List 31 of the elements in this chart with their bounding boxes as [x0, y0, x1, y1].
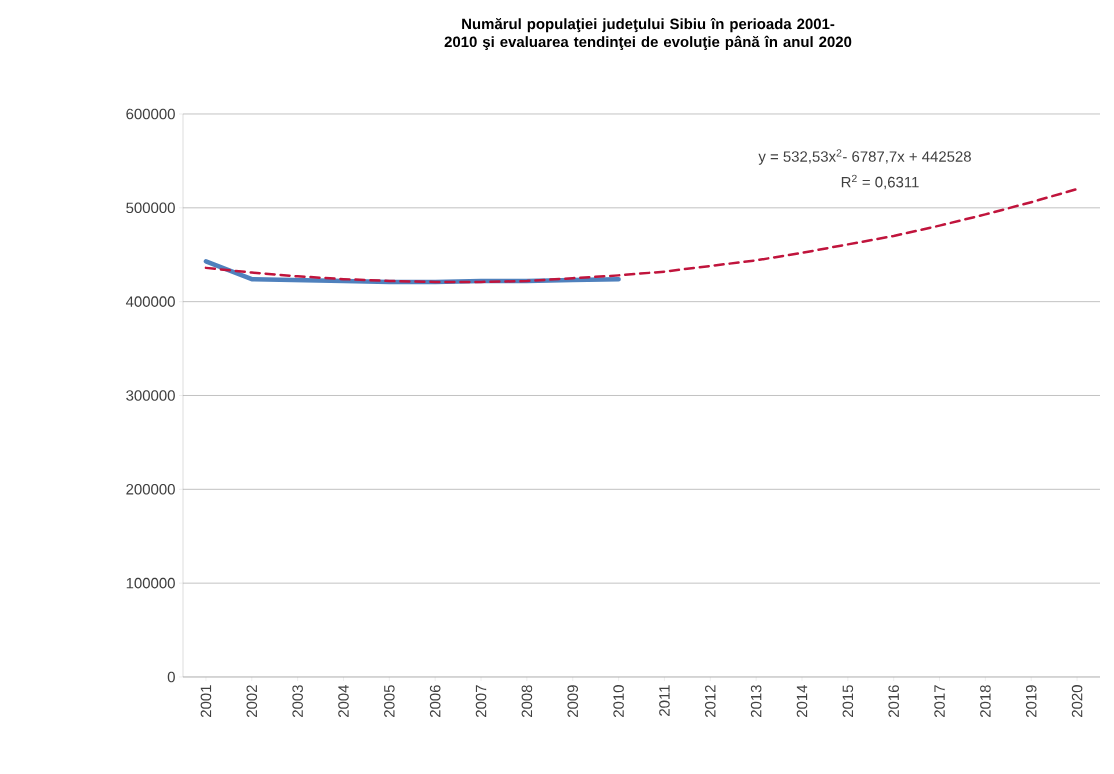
x-tick-label: 2009 [567, 685, 579, 717]
x-tick-label: 2008 [521, 685, 533, 717]
x-tick-label: 2019 [1025, 685, 1037, 717]
y-tick-label: 100000 [126, 577, 175, 589]
x-tick-label: 2020 [1071, 685, 1083, 717]
annotation: R$^{2}$ = 0,6311 [841, 174, 919, 190]
chart-title: Numărul populaţiei judeţului Sibiu în perioada 2001-2010 şi evaluarea tendinţei de evoluţie până în anul 2020 [444, 17, 852, 51]
y-tick-label: 300000 [126, 390, 175, 401]
x-tick-label: 2002 [246, 685, 258, 717]
x-tick-label: 2001 [200, 685, 212, 717]
y-tick-label: 400000 [125, 296, 175, 307]
x-tick-label: 2015 [842, 685, 854, 717]
x-tick-label: 2014 [796, 684, 808, 717]
x-tick-label: 2018 [980, 685, 991, 717]
x-tick-label: 2005 [384, 685, 395, 717]
x-tick-label: 2007 [475, 685, 487, 717]
y-tick-label: 600000 [126, 108, 175, 120]
y-tick-label: 0 [167, 671, 175, 683]
line-series [204, 187, 1079, 284]
x-tick-label: 2016 [888, 685, 899, 717]
x-tick-label: 2017 [934, 685, 945, 717]
x-tick-label: 2011 [659, 685, 670, 716]
x-tick-label: 2010 [613, 685, 624, 717]
x-tick-label: 2013 [750, 685, 762, 717]
y-tick-label: 500000 [126, 202, 175, 214]
x-tick-label: 2003 [292, 685, 303, 717]
x-tick-label: 2012 [704, 685, 716, 717]
annotation: y = 532,53x$^{2}$- 6787,7x + 442528 [758, 149, 971, 165]
y-tick-label: 200000 [126, 484, 175, 495]
x-tick-label: 2006 [429, 685, 441, 717]
x-tick-label: 2004 [338, 684, 349, 717]
